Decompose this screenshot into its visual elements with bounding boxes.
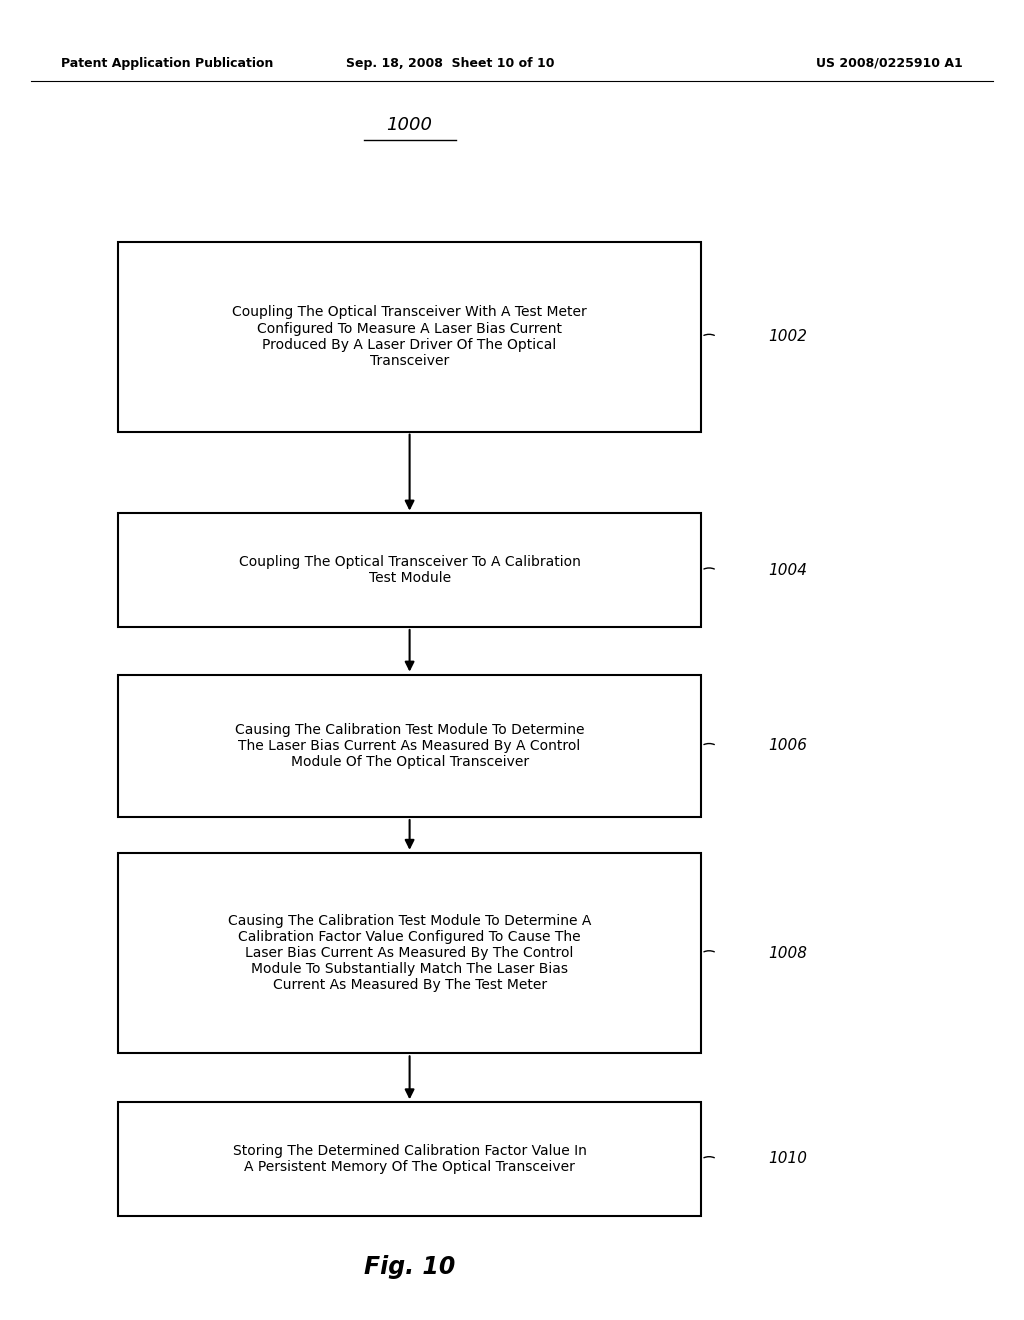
- Text: 1002: 1002: [768, 329, 807, 345]
- Text: 1008: 1008: [768, 945, 807, 961]
- Bar: [118, 853, 701, 1053]
- Text: 1000: 1000: [387, 116, 432, 135]
- Text: 1006: 1006: [768, 738, 807, 754]
- Text: Storing The Determined Calibration Factor Value In
A Persistent Memory Of The Op: Storing The Determined Calibration Facto…: [232, 1144, 587, 1173]
- Text: Coupling The Optical Transceiver To A Calibration
Test Module: Coupling The Optical Transceiver To A Ca…: [239, 556, 581, 585]
- Text: US 2008/0225910 A1: US 2008/0225910 A1: [816, 57, 963, 70]
- Text: Fig. 10: Fig. 10: [364, 1255, 456, 1279]
- Bar: [118, 242, 701, 432]
- Text: 1010: 1010: [768, 1151, 807, 1167]
- Text: Coupling The Optical Transceiver With A Test Meter
Configured To Measure A Laser: Coupling The Optical Transceiver With A …: [232, 305, 587, 368]
- Text: Causing The Calibration Test Module To Determine
The Laser Bias Current As Measu: Causing The Calibration Test Module To D…: [234, 722, 585, 770]
- Text: Causing The Calibration Test Module To Determine A
Calibration Factor Value Conf: Causing The Calibration Test Module To D…: [228, 913, 591, 993]
- Bar: [118, 675, 701, 817]
- Bar: [118, 513, 701, 627]
- Text: 1004: 1004: [768, 562, 807, 578]
- Bar: [118, 1102, 701, 1216]
- Text: Sep. 18, 2008  Sheet 10 of 10: Sep. 18, 2008 Sheet 10 of 10: [346, 57, 555, 70]
- Text: Patent Application Publication: Patent Application Publication: [61, 57, 273, 70]
